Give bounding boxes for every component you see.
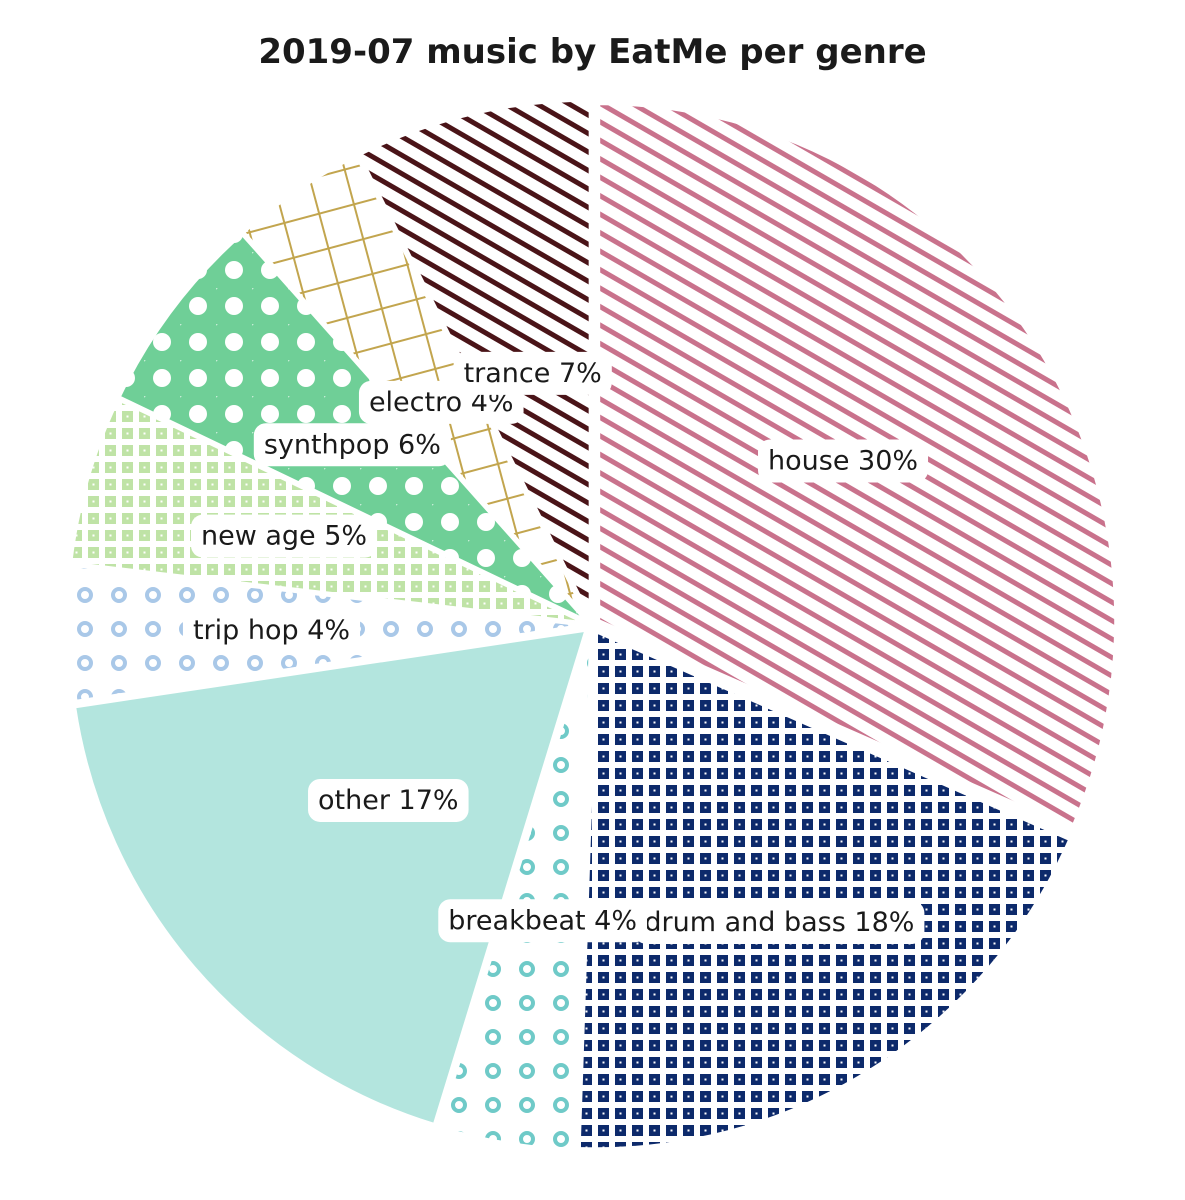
slice-label-other: other 17% xyxy=(308,778,469,822)
slice-label-background xyxy=(758,439,929,483)
slice-label-drum-and-bass: drum and bass 18% xyxy=(634,900,925,944)
slice-label-background xyxy=(634,900,925,944)
slice-label-text: new age 5% xyxy=(201,521,367,552)
slice-label-background xyxy=(453,351,612,395)
pie-slice-new-age xyxy=(69,397,585,625)
slice-label-breakbeat: breakbeat 4% xyxy=(438,899,648,943)
pie-labels: house 30% drum and bass 18%breakbeat 4% ot… xyxy=(182,351,929,944)
slice-label-background xyxy=(253,423,451,467)
slice-label-text: house 30% xyxy=(768,445,918,476)
chart-title: 2019-07 music by EatMe per genre xyxy=(258,32,927,72)
slice-label-background xyxy=(438,899,648,943)
slice-label-text: breakbeat 4% xyxy=(448,905,637,936)
pie-slice-drum-and-bass xyxy=(577,629,1072,1151)
slice-label-text: drum and bass 18% xyxy=(644,907,914,938)
slice-label-text: synthpop 6% xyxy=(264,429,441,460)
slice-label-trip-hop: trip hop 4% xyxy=(182,608,361,652)
slice-label-background xyxy=(190,514,378,558)
slice-label-house: house 30% xyxy=(758,439,929,483)
slice-label-text: other 17% xyxy=(318,785,459,816)
slice-label-synthpop: synthpop 6% xyxy=(253,423,451,467)
slice-label-background xyxy=(182,608,361,652)
slice-label-text: trance 7% xyxy=(464,358,602,389)
slice-label-new-age: new age 5% xyxy=(190,514,378,558)
slice-label-background xyxy=(308,778,469,822)
slice-label-trance: trance 7% xyxy=(453,351,612,395)
pie-slice-other xyxy=(72,628,589,1127)
pie-slice-breakbeat xyxy=(437,632,593,1152)
slice-label-text: trip hop 4% xyxy=(193,615,350,646)
